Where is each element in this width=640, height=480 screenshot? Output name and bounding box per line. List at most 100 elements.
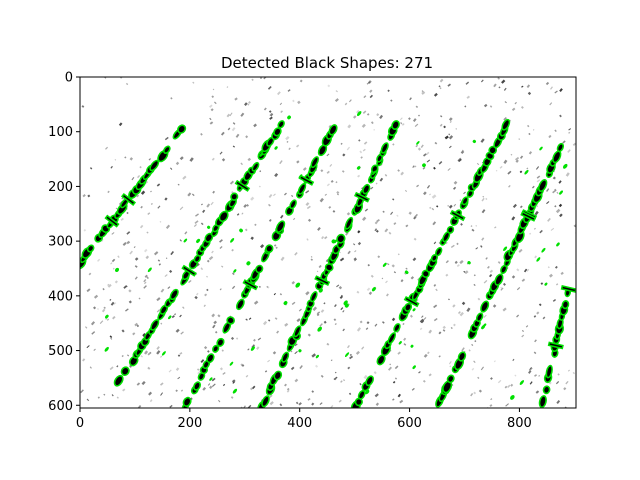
detected-cross-shape <box>449 209 466 222</box>
speckle <box>552 298 557 302</box>
speckle <box>336 284 340 288</box>
detected-shape <box>363 185 369 193</box>
speckle <box>260 77 262 79</box>
speckle <box>125 308 129 312</box>
speckle <box>387 366 392 371</box>
speckle <box>208 255 214 261</box>
speckle <box>490 377 493 380</box>
speckle <box>177 354 181 357</box>
speckle <box>251 344 256 349</box>
speckle <box>269 401 274 406</box>
speckle <box>405 189 407 193</box>
speckle <box>529 381 533 385</box>
speckle <box>359 150 363 154</box>
speckle <box>251 385 256 390</box>
speckle <box>189 157 194 162</box>
speckle <box>440 115 443 118</box>
small-detection <box>519 380 525 385</box>
speckle <box>195 292 199 296</box>
speckle <box>165 257 168 259</box>
speckle <box>326 153 330 157</box>
speckle <box>179 314 182 318</box>
speckle <box>448 361 452 365</box>
speckle <box>334 98 339 103</box>
speckle <box>473 360 476 363</box>
speckle <box>240 112 245 117</box>
detected-shape <box>544 386 549 393</box>
speckle <box>354 250 357 253</box>
speckle <box>277 91 281 96</box>
speckle <box>400 171 405 176</box>
speckle <box>140 190 146 195</box>
detected-shape <box>199 373 204 380</box>
speckle <box>299 365 303 369</box>
speckle <box>444 135 449 140</box>
speckle <box>412 257 417 262</box>
speckle <box>536 175 541 179</box>
speckle <box>298 402 302 406</box>
speckle <box>554 188 557 192</box>
speckle <box>280 214 284 219</box>
detected-shape <box>359 391 365 399</box>
detected-shape <box>115 376 123 385</box>
speckle <box>526 84 531 89</box>
speckle <box>117 255 120 258</box>
speckle <box>316 313 320 317</box>
speckle <box>347 250 351 255</box>
speckle <box>287 89 291 92</box>
speckle <box>122 241 127 246</box>
speckle <box>401 123 405 126</box>
speckle <box>209 104 213 108</box>
speckle <box>431 194 437 199</box>
speckle <box>447 204 450 207</box>
small-detection <box>317 326 323 332</box>
speckle <box>296 144 300 148</box>
detected-shape <box>502 120 509 130</box>
speckle <box>555 381 560 385</box>
detected-shape <box>319 145 326 155</box>
speckle <box>156 309 161 313</box>
speckle <box>457 311 461 315</box>
speckle <box>109 366 114 371</box>
speckle <box>279 403 283 407</box>
speckle <box>160 355 163 358</box>
speckle <box>305 190 310 194</box>
speckle <box>93 348 96 351</box>
speckle <box>330 359 333 362</box>
speckle <box>439 123 443 127</box>
speckle <box>375 229 379 233</box>
detected-shape <box>171 290 178 299</box>
small-detection <box>161 351 166 356</box>
speckle <box>146 276 149 279</box>
speckle <box>241 364 245 367</box>
detected-shape <box>253 163 258 171</box>
speckle <box>471 343 474 347</box>
speckle <box>542 316 546 320</box>
speckle <box>111 394 114 397</box>
speckle <box>240 363 244 367</box>
speckle <box>212 324 216 329</box>
speckle <box>89 366 92 369</box>
speckle <box>170 167 173 170</box>
detected-shape <box>194 382 200 390</box>
small-detection <box>183 238 188 243</box>
speckle <box>534 210 539 216</box>
detected-shape <box>213 346 218 352</box>
speckle <box>283 192 287 196</box>
speckle <box>504 101 507 104</box>
speckle <box>170 250 175 256</box>
speckle <box>409 314 413 318</box>
speckle <box>347 345 350 349</box>
speckle <box>80 389 84 394</box>
speckle <box>552 189 556 194</box>
speckle <box>534 374 538 377</box>
speckle <box>175 367 180 372</box>
speckle <box>436 205 439 208</box>
speckle <box>254 223 257 227</box>
speckle <box>443 125 446 129</box>
speckle <box>507 384 511 389</box>
speckle <box>206 259 210 263</box>
detected-shape <box>377 155 382 162</box>
speckle <box>119 77 124 79</box>
speckle <box>317 226 321 231</box>
